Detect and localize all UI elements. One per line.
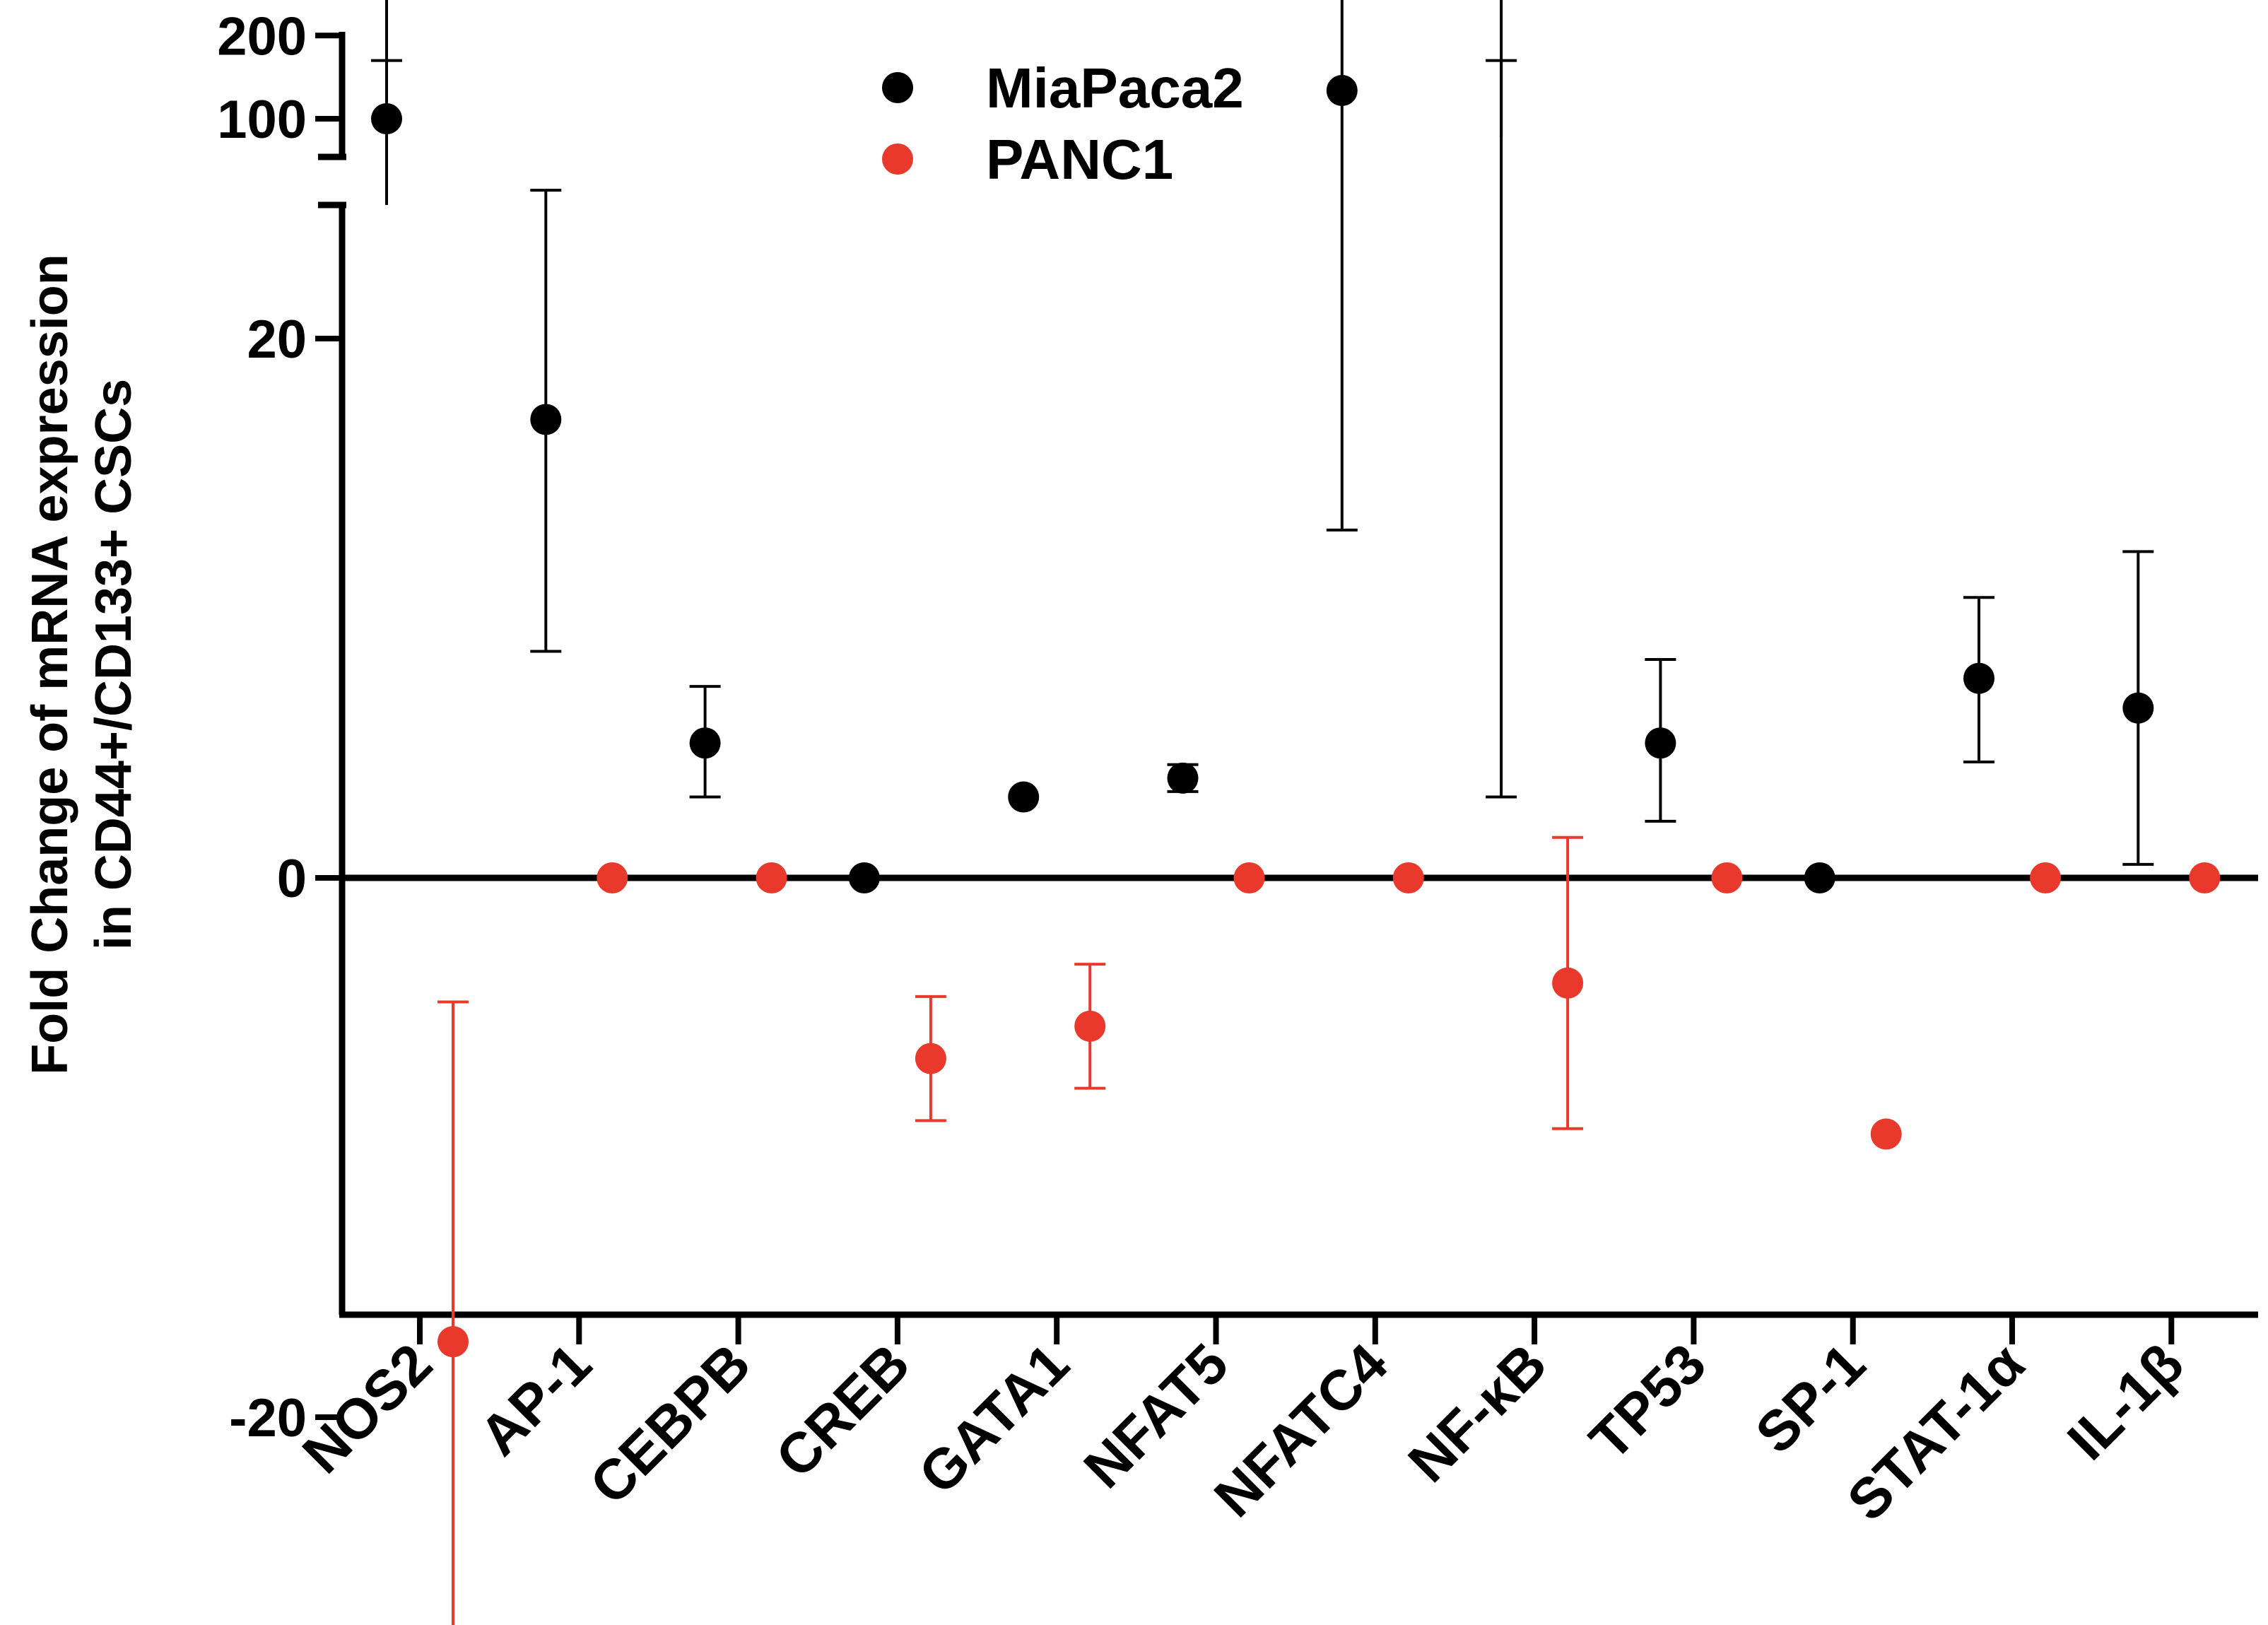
point-miapaca2-ap-1 [530, 404, 562, 435]
point-panc1-tp53 [1711, 862, 1743, 893]
y-ticks: -2002040100200 [217, 6, 342, 1448]
point-panc1-ap-1 [597, 862, 628, 893]
legend-marker-miapaca2 [882, 72, 913, 103]
y-axis-label: Fold Change of mRNA expression in CD44+/… [22, 254, 142, 1074]
error-bar-miapaca2 [1486, 0, 1517, 799]
x-tick-label: STAT-1α [1835, 1332, 2036, 1532]
x-tick-label: IL-1β [2055, 1332, 2195, 1472]
point-panc1-nfatc4 [1392, 862, 1424, 893]
error-bars [371, 0, 2154, 1625]
x-tick-label: GATA1 [907, 1332, 1081, 1506]
point-panc1-gata1 [1074, 1010, 1106, 1042]
point-panc1-creb [915, 1043, 946, 1074]
point-miapaca2-tp53 [1645, 727, 1676, 759]
axes [318, 32, 2258, 1318]
point-miapaca2-stat-1α [1963, 662, 1994, 694]
y-tick-label: 20 [247, 310, 307, 370]
x-tick-label: AP-1 [468, 1332, 604, 1467]
point-panc1-sp-1 [1870, 1118, 1902, 1150]
point-miapaca2-nfat5 [1167, 762, 1199, 794]
legend-marker-panc1 [882, 143, 913, 175]
legend-label-miapaca2: MiaPaca2 [986, 57, 1244, 119]
point-miapaca2-gata1 [1008, 781, 1040, 813]
point-panc1-nos2 [437, 1326, 469, 1358]
x-tick-label: TP53 [1577, 1332, 1717, 1472]
point-miapaca2-nfatc4 [1326, 75, 1358, 107]
point-miapaca2-nos2 [371, 103, 402, 134]
legend: MiaPaca2 PANC1 [882, 57, 1244, 191]
x-tick-label: NFATC4 [1202, 1332, 1399, 1529]
y-tick-label: -20 [229, 1388, 307, 1448]
y-tick-label: 200 [217, 6, 307, 66]
y-axis-label-line-2: in CD44+/CD133+ CSCs [86, 379, 142, 950]
point-miapaca2-creb [848, 862, 880, 893]
point-miapaca2-cebpb [689, 727, 721, 759]
point-panc1-nfat5 [1233, 862, 1265, 893]
x-tick-label: CREB [764, 1332, 922, 1489]
point-panc1-il-1β [2189, 862, 2221, 893]
point-miapaca2-sp-1 [1804, 862, 1835, 893]
x-tick-label: SP-1 [1744, 1332, 1877, 1465]
y-axis-label-line-1: Fold Change of mRNA expression [22, 254, 78, 1074]
point-panc1-nf-κb [1552, 967, 1584, 999]
point-miapaca2-il-1β [2122, 692, 2154, 724]
y-tick-label: 100 [217, 90, 307, 150]
y-tick-label: 0 [277, 849, 307, 909]
error-bar-miapaca2 [371, 0, 402, 205]
data-points [371, 75, 2221, 1358]
x-tick-label: NOS2 [290, 1332, 444, 1485]
point-panc1-stat-1α [2030, 862, 2061, 893]
x-tick-label: NF-κB [1397, 1332, 1559, 1494]
point-panc1-cebpb [756, 862, 787, 893]
legend-label-panc1: PANC1 [986, 128, 1173, 191]
x-tick-label: CEBPB [578, 1332, 763, 1516]
